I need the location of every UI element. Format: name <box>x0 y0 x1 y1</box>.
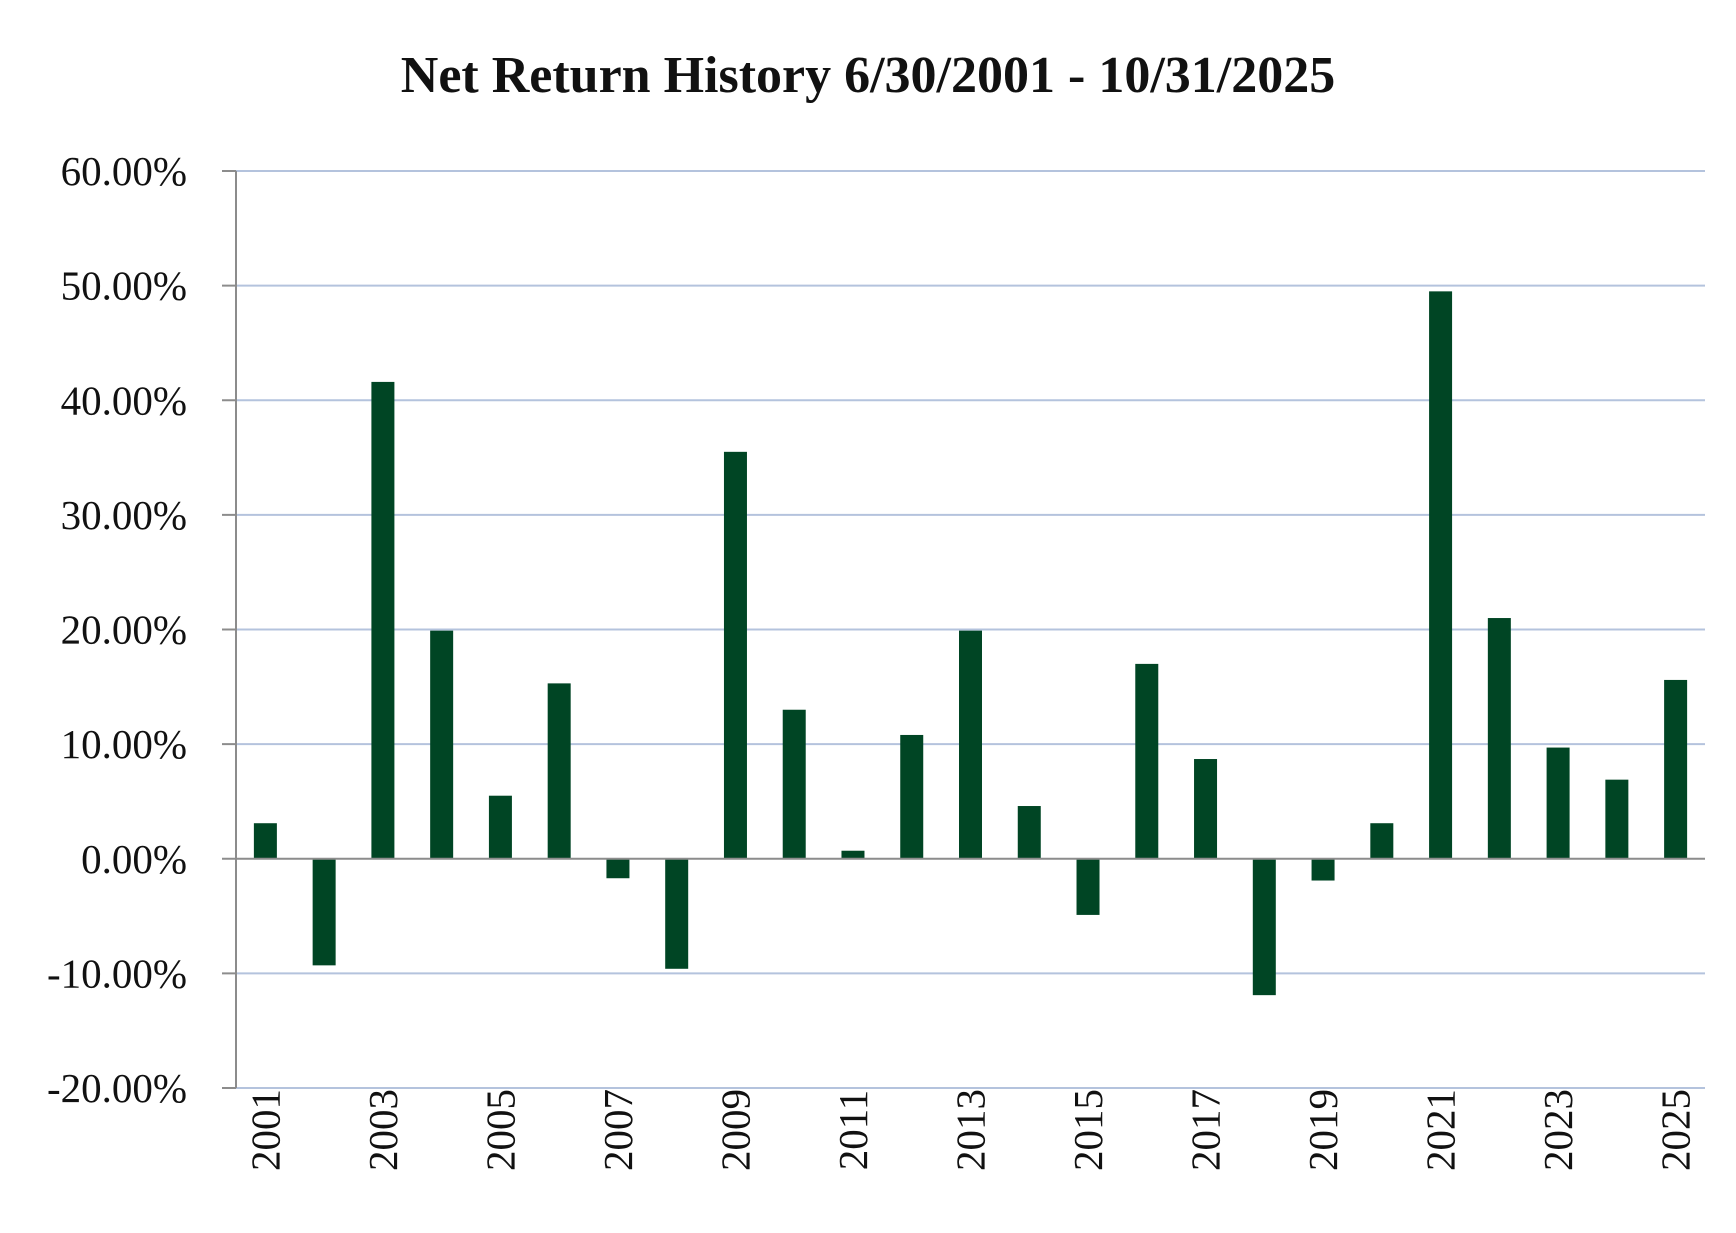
bar-2009 <box>723 451 747 859</box>
x-tick-label-2011: 2011 <box>830 1090 876 1170</box>
y-tick-label: 50.00% <box>61 263 187 309</box>
bar-2002 <box>312 858 336 966</box>
bar-2011 <box>841 850 865 859</box>
bar-2004 <box>430 630 454 859</box>
y-tick-label: -10.00% <box>47 950 187 996</box>
bar-2018 <box>1252 858 1276 996</box>
axes <box>222 170 1705 1089</box>
bar-2013 <box>959 630 982 859</box>
bar-2007 <box>606 858 630 879</box>
bar-2022 <box>1487 618 1511 859</box>
x-tick-label-2007: 2007 <box>595 1089 641 1171</box>
bar-2006 <box>547 683 571 859</box>
bar-2020 <box>1370 823 1394 859</box>
x-tick-label-2005: 2005 <box>477 1089 523 1171</box>
x-tick-label-2001: 2001 <box>242 1089 288 1171</box>
bar-2014 <box>1017 806 1041 859</box>
bar-2025 <box>1664 679 1688 859</box>
x-tick-label-2019: 2019 <box>1300 1089 1346 1171</box>
bar-2021 <box>1429 291 1453 859</box>
bars <box>253 291 1688 996</box>
bar-2023 <box>1546 747 1570 859</box>
gridlines <box>236 170 1705 1089</box>
y-tick-label: -20.00% <box>47 1065 187 1111</box>
bar-2012 <box>900 734 924 859</box>
bar-2017 <box>1194 759 1218 859</box>
y-tick-label: 40.00% <box>61 377 187 423</box>
y-tick-label: 60.00% <box>61 148 187 194</box>
bar-2005 <box>488 795 512 859</box>
bar-2015 <box>1076 858 1100 915</box>
x-tick-label-2017: 2017 <box>1183 1089 1229 1171</box>
bar-2024 <box>1605 779 1629 859</box>
x-tick-label-2015: 2015 <box>1065 1089 1111 1171</box>
bar-2001 <box>253 823 277 859</box>
x-tick-label-2023: 2023 <box>1535 1089 1581 1171</box>
bar-2008 <box>665 858 689 969</box>
x-tick-label-2021: 2021 <box>1418 1089 1464 1171</box>
x-tick-label-2013: 2013 <box>948 1089 994 1171</box>
bar-2019 <box>1311 858 1335 881</box>
x-tick-labels: 2001 2003 2005 2007 2009 2011 2013 2015 2017 2019… <box>242 1089 1698 1171</box>
y-tick-label: 20.00% <box>61 607 187 653</box>
y-tick-label: 0.00% <box>81 836 187 882</box>
chart-title: Net Return History 6/30/2001 - 10/31/202… <box>401 47 1335 104</box>
bar-2010 <box>782 709 806 859</box>
x-tick-label-2025: 2025 <box>1653 1089 1699 1171</box>
y-tick-labels: 60.00% 50.00% 40.00% 30.00% 20.00% 10.00% 0.00… <box>47 148 187 1111</box>
x-tick-label-2009: 2009 <box>712 1089 758 1171</box>
x-tick-label-2003: 2003 <box>360 1089 406 1171</box>
y-tick-label: 30.00% <box>61 492 187 538</box>
bar-2003 <box>371 381 395 859</box>
y-tick-label: 10.00% <box>61 721 187 767</box>
bar-2016 <box>1135 663 1159 859</box>
